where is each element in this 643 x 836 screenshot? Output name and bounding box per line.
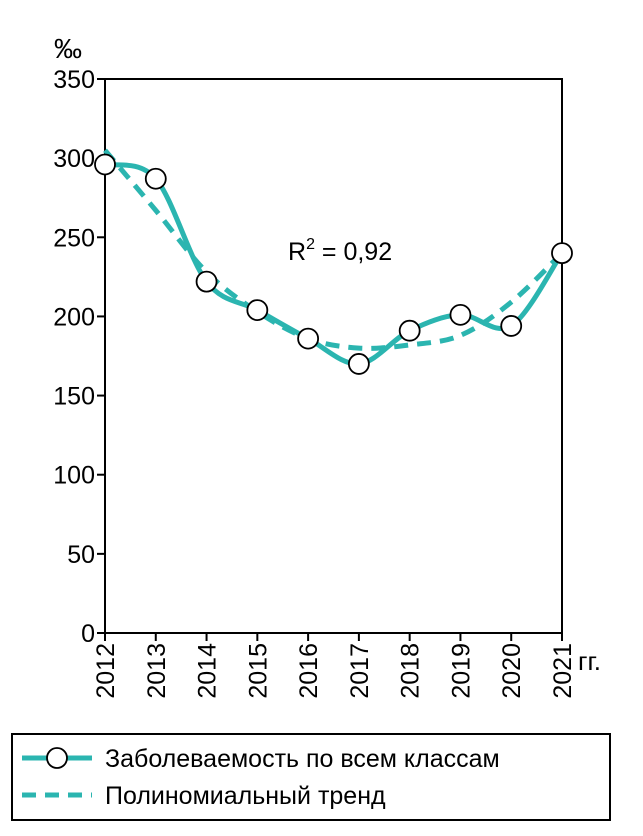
y-tick-label: 350 — [53, 66, 95, 94]
x-tick-label: 2013 — [143, 643, 171, 699]
y-axis: 0 50 100 150 200 250 300 350 — [53, 66, 105, 648]
plot-border — [104, 78, 563, 634]
x-tick-label: 2012 — [92, 643, 120, 699]
incidence-point — [246, 299, 269, 321]
incidence-point — [297, 327, 320, 350]
y-tick-label: 150 — [53, 383, 95, 411]
y-tick-label: 100 — [53, 462, 95, 490]
x-unit-label: гг. — [578, 646, 601, 676]
legend-box — [11, 733, 611, 821]
y-tick-label: 50 — [67, 541, 95, 569]
y-tick-label: 0 — [81, 620, 95, 648]
x-tick-label: 2018 — [397, 643, 425, 699]
r-squared-annotation: R2 = 0,92 — [288, 236, 392, 266]
x-tick-label: 2015 — [244, 643, 272, 699]
r-squared-exponent: 2 — [306, 236, 315, 253]
y-tick-label: 300 — [53, 145, 95, 173]
incidence-point — [449, 303, 472, 326]
incidence-point — [94, 153, 116, 176]
r-squared-value: = 0,92 — [315, 238, 392, 266]
incidence-point — [144, 167, 167, 190]
legend: Заболеваемость по всем классам Полиномиа… — [11, 733, 611, 821]
incidence-point — [398, 319, 421, 342]
legend-symbols — [22, 747, 92, 798]
x-tick-label: 2019 — [447, 643, 475, 699]
x-axis: 2012 2013 2014 2015 2016 2017 2018 2019 2020 2021 — [92, 633, 577, 699]
series-layer — [94, 148, 573, 375]
plot-area — [104, 78, 563, 634]
legend-marker-incidence — [46, 747, 68, 769]
r-squared-r: R — [288, 238, 306, 266]
y-tick-label: 200 — [53, 303, 95, 331]
x-tick-label: 2021 — [549, 643, 577, 699]
x-tick-label: 2017 — [346, 643, 374, 699]
x-tick-label: 2020 — [498, 643, 526, 699]
trend-line — [103, 148, 564, 351]
x-tick-label: 2014 — [194, 643, 222, 699]
incidence-point — [195, 270, 218, 293]
legend-label-trend: Полиномиальный тренд — [105, 782, 386, 810]
legend-label-incidence: Заболеваемость по всем классам — [105, 745, 500, 773]
y-unit-label: ‰ — [54, 33, 82, 64]
incidence-point — [500, 315, 523, 337]
x-tick-label: 2016 — [295, 643, 323, 699]
y-tick-label: 250 — [53, 224, 95, 252]
incidence-point — [551, 242, 573, 265]
incidence-point — [347, 353, 370, 375]
incidence-line — [104, 161, 565, 367]
